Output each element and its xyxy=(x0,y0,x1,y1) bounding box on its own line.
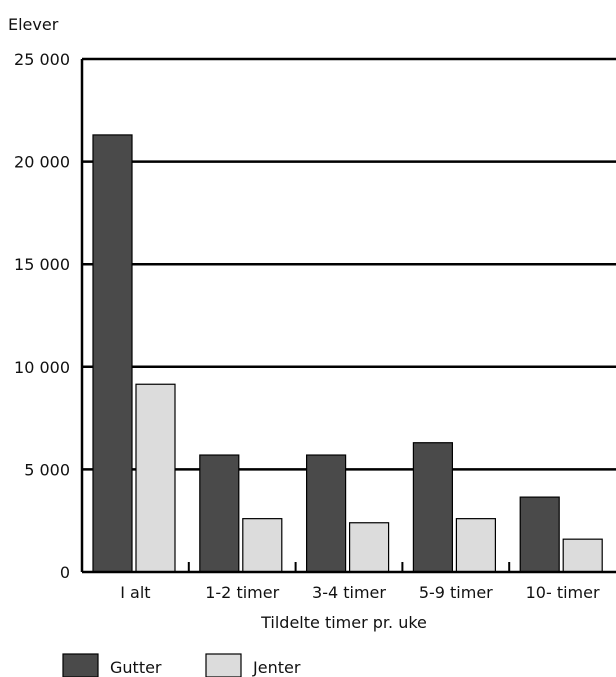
bar-jenter xyxy=(135,383,176,573)
bar-jenter xyxy=(562,538,603,573)
bar-jenter xyxy=(455,518,496,573)
y-axis-title: Elever xyxy=(8,15,59,34)
grid-lines xyxy=(82,57,616,471)
x-tick-labels: I alt 1-2 timer 3-4 timer 5-9 timer 10- time… xyxy=(120,583,600,602)
x-tick-label: 5-9 timer xyxy=(419,583,493,602)
y-tick-label: 0 xyxy=(60,563,70,582)
bar-gutter xyxy=(412,442,453,573)
legend-label-jenter: Jenter xyxy=(252,658,301,677)
legend-label-gutter: Gutter xyxy=(110,658,162,677)
bar-gutter xyxy=(519,496,560,573)
y-tick-labels: 0 5 000 10 000 15 000 20 000 25 000 xyxy=(14,50,70,582)
bar-gutter xyxy=(199,454,240,573)
legend-swatch-jenter xyxy=(205,653,242,677)
y-tick-label: 15 000 xyxy=(14,255,70,274)
bars xyxy=(92,134,603,573)
bar-jenter xyxy=(349,522,390,573)
bar-gutter xyxy=(306,454,347,573)
axes xyxy=(80,59,616,574)
x-tick-label: 3-4 timer xyxy=(312,583,386,602)
y-tick-label: 20 000 xyxy=(14,153,70,172)
x-tick-label: 1-2 timer xyxy=(205,583,279,602)
legend: Gutter Jenter xyxy=(62,653,301,677)
bar-jenter xyxy=(242,518,283,573)
x-tick-label: 10- timer xyxy=(526,583,600,602)
x-tick-label: I alt xyxy=(120,583,150,602)
y-tick-label: 5 000 xyxy=(24,460,70,479)
legend-swatch-gutter xyxy=(62,653,99,677)
x-axis-title: Tildelte timer pr. uke xyxy=(260,613,427,632)
y-tick-label: 25 000 xyxy=(14,50,70,69)
bar-gutter xyxy=(92,134,133,573)
y-tick-label: 10 000 xyxy=(14,358,70,377)
